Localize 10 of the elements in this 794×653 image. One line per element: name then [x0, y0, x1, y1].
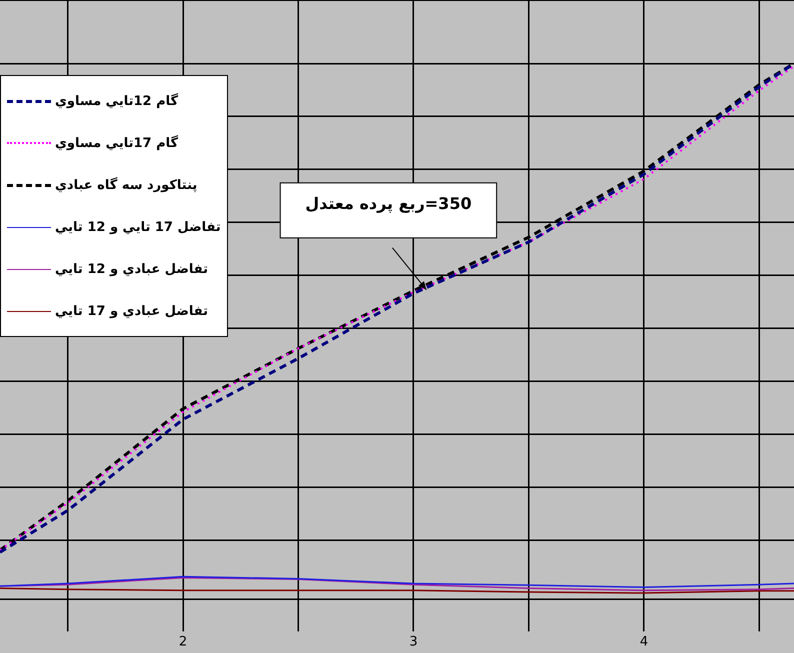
legend-label: پنتاکورد سه گاه عبادي [55, 178, 198, 192]
legend-label: تفاضل عبادي و 12 تايي [55, 262, 208, 276]
x-tick-label: 3 [409, 634, 418, 650]
x-tick-label: 4 [640, 634, 648, 650]
legend-label: تفاضل 17 تايي و 12 تايي [55, 220, 221, 234]
legend-label: گام 17تايي مساوي [55, 136, 178, 150]
x-tick-label: 2 [178, 634, 188, 650]
legend-label: گام 12تايي مساوي [55, 94, 178, 108]
annotation: 350=ربع پرده معتدل [305, 194, 472, 213]
legend-label: تفاضل عبادي و 17 تايي [55, 304, 208, 318]
